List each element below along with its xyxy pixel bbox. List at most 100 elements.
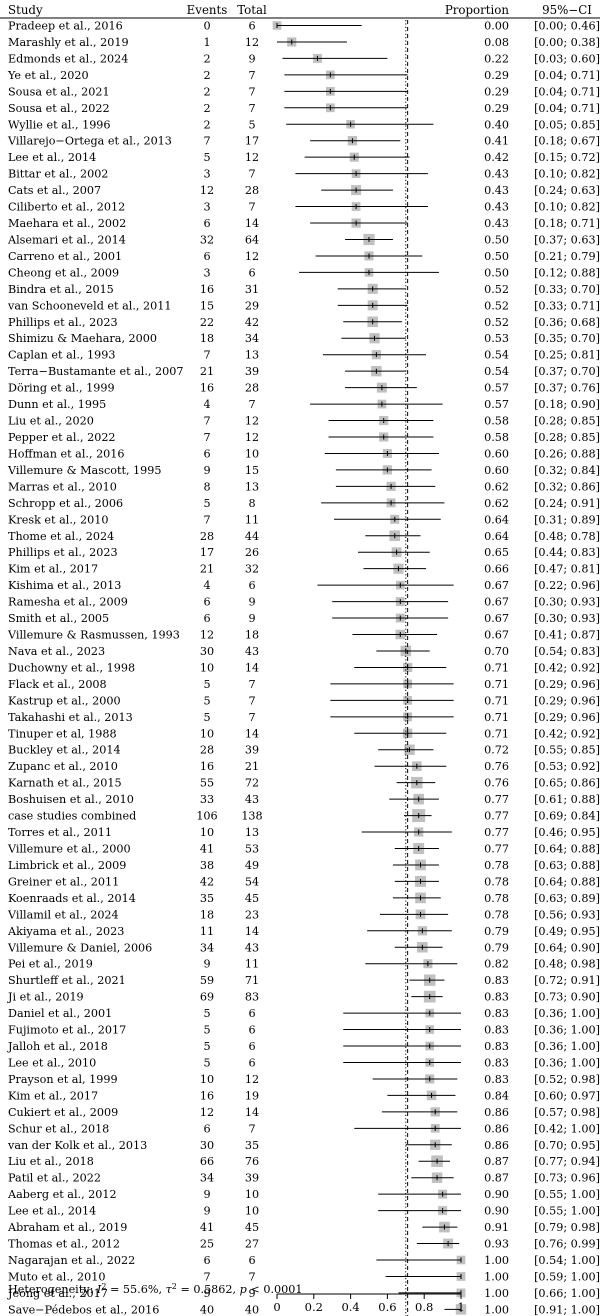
table-row: Jeong et al., 2017 9 9 1.00 [0.66; 1.00]	[7, 1287, 600, 1300]
study-label: Ciliberto et al., 2012	[8, 201, 125, 214]
events-value: 28	[200, 530, 214, 543]
total-value: 7	[248, 398, 255, 411]
proportion-value: 0.29	[484, 102, 509, 115]
table-row: Villamil et al., 2024 18 23 0.78 [0.56; 0.93…	[7, 908, 600, 921]
ci-value: [0.73; 0.96]	[534, 1172, 600, 1185]
proportion-value: 0.71	[484, 727, 509, 740]
total-value: 12	[245, 431, 259, 444]
x-tick-label: 1	[457, 1300, 464, 1314]
table-row: Patil et al., 2022 34 39 0.87 [0.73; 0.96]	[8, 1172, 600, 1185]
total-value: 13	[245, 349, 259, 362]
proportion-value: 0.78	[484, 859, 509, 872]
events-value: 7	[203, 135, 210, 148]
study-label: Prayson et al, 1999	[8, 1073, 118, 1086]
events-value: 34	[200, 941, 214, 954]
study-label: Schur et al., 2018	[8, 1122, 109, 1135]
ci-value: [0.55; 0.85]	[534, 744, 600, 757]
table-row: Liu et al., 2018 66 76 0.87 [0.77; 0.94]	[8, 1155, 600, 1168]
proportion-value: 0.52	[484, 283, 509, 296]
events-value: 6	[203, 596, 210, 609]
events-value: 7	[203, 431, 210, 444]
ci-value: [0.91; 1.00]	[534, 1303, 600, 1316]
ci-value: [0.41; 0.87]	[534, 629, 600, 642]
total-value: 6	[248, 579, 255, 592]
events-value: 6	[203, 250, 210, 263]
total-value: 11	[245, 513, 259, 526]
study-label: Takahashi et al., 2013	[8, 711, 133, 724]
table-row: Phillips et al., 2023 22 42 0.52 [0.36; 0.68…	[8, 316, 600, 329]
total-value: 10	[245, 1188, 259, 1201]
events-value: 9	[203, 1188, 210, 1201]
total-value: 138	[241, 810, 262, 823]
header-proportion: Proportion	[445, 3, 510, 17]
ci-value: [0.79; 0.98]	[534, 1221, 600, 1234]
header-events: Events	[187, 3, 228, 17]
study-label: Aaberg et al., 2012	[7, 1188, 117, 1201]
study-label: Ji et al., 2019	[7, 991, 84, 1004]
table-row: Alsemari et al., 2014 32 64 0.50 [0.37; 0.63…	[7, 233, 600, 246]
proportion-value: 0.86	[484, 1106, 509, 1119]
total-value: 7	[248, 711, 255, 724]
events-value: 9	[203, 464, 210, 477]
total-value: 6	[248, 1056, 255, 1069]
ci-value: [0.70; 0.95]	[534, 1139, 600, 1152]
ci-value: [0.05; 0.85]	[534, 118, 600, 131]
total-value: 6	[248, 266, 255, 279]
study-label: Kresk et al., 2010	[8, 513, 108, 526]
proportion-value: 1.00	[484, 1270, 509, 1283]
total-value: 7	[248, 201, 255, 214]
study-label: Koenraads et al., 2014	[8, 892, 136, 905]
pooled-rows: Common effect model19120.71[0.69; 0.73]R…	[405, 20, 409, 1316]
total-value: 83	[245, 991, 259, 1004]
ci-value: [0.10; 0.82]	[534, 201, 600, 214]
header-row: Study Events Total Proportion 95%−CI	[0, 3, 600, 19]
study-label: Limbrick et al., 2009	[8, 859, 126, 872]
events-value: 6	[203, 1122, 210, 1135]
events-value: 5	[203, 1007, 210, 1020]
proportion-value: 0.86	[484, 1139, 509, 1152]
proportion-value: 0.72	[484, 744, 509, 757]
proportion-value: 0.67	[484, 596, 509, 609]
table-row: Tinuper et al, 1988 10 14 0.71 [0.42; 0.92]	[8, 727, 600, 740]
ci-value: [0.64; 0.88]	[534, 875, 600, 888]
proportion-value: 0.22	[484, 52, 509, 65]
study-label: Liu et al., 2020	[8, 415, 94, 428]
events-value: 7	[203, 1270, 210, 1283]
table-row: Ciliberto et al., 2012 3 7 0.43 [0.10; 0.82]	[8, 201, 600, 214]
ci-value: [0.42; 0.92]	[534, 727, 600, 740]
ci-value: [0.64; 0.88]	[534, 843, 600, 856]
events-value: 66	[200, 1155, 214, 1168]
proportion-value: 0.77	[484, 843, 509, 856]
ci-value: [0.53; 0.92]	[534, 760, 600, 773]
proportion-value: 0.83	[484, 1007, 509, 1020]
study-label: Cheong et al., 2009	[8, 266, 119, 279]
events-value: 12	[200, 1106, 214, 1119]
study-label: Alsemari et al., 2014	[7, 233, 126, 246]
events-value: 12	[200, 184, 214, 197]
p-symbol: p	[240, 1283, 247, 1296]
table-row: Cheong et al., 2009 3 6 0.50 [0.12; 0.88]	[8, 266, 600, 279]
table-row: Maehara et al., 2002 6 14 0.43 [0.18; 0.71]	[8, 217, 600, 230]
x-tick-label: 0.2	[305, 1300, 323, 1314]
total-value: 7	[248, 1122, 255, 1135]
events-value: 25	[200, 1238, 214, 1251]
events-value: 5	[203, 1056, 210, 1069]
proportion-value: 0.29	[484, 69, 509, 82]
events-value: 10	[200, 826, 214, 839]
study-label: Fujimoto et al., 2017	[8, 1024, 126, 1037]
study-label: Lee et al., 2014	[8, 1205, 96, 1218]
proportion-value: 0.67	[484, 629, 509, 642]
ci-value: [0.21; 0.79]	[534, 250, 600, 263]
ci-value: [0.77; 0.94]	[534, 1155, 600, 1168]
events-value: 5	[203, 711, 210, 724]
total-value: 40	[245, 1303, 259, 1316]
study-label: Hoffman et al., 2016	[8, 447, 125, 460]
study-label: Ramesha et al., 2009	[8, 596, 128, 609]
ci-value: [0.28; 0.85]	[534, 415, 600, 428]
ci-value: [0.63; 0.88]	[534, 859, 600, 872]
events-value: 6	[203, 217, 210, 230]
ci-value: [0.30; 0.93]	[534, 612, 600, 625]
proportion-value: 0.40	[484, 118, 509, 131]
proportion-value: 0.76	[484, 777, 509, 790]
study-rows: Pradeep et al., 2016 0 6 0.00 [0.00; 0.46] Ma…	[7, 20, 600, 1316]
